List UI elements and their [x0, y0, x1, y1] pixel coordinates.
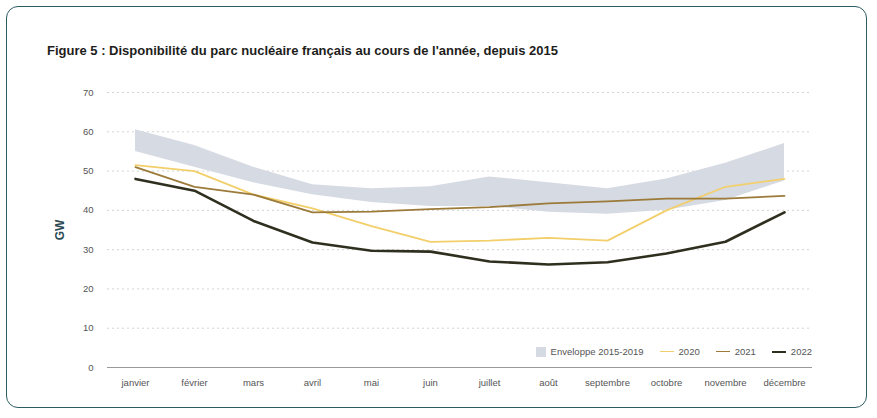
svg-text:janvier: janvier [121, 377, 150, 388]
svg-text:août: août [539, 377, 558, 388]
svg-text:avril: avril [304, 377, 321, 388]
svg-text:0: 0 [88, 362, 93, 373]
svg-text:70: 70 [83, 87, 94, 98]
html-text:2021: 2021 [734, 346, 756, 357]
svg-text:mai: mai [364, 377, 379, 388]
svg-text:20: 20 [83, 283, 94, 294]
svg-text:50: 50 [83, 165, 94, 176]
svg-text:10: 10 [83, 322, 94, 333]
svg-text:30: 30 [83, 244, 94, 255]
svg-text:40: 40 [83, 204, 94, 215]
html-text:2022: 2022 [790, 346, 812, 357]
svg-text:60: 60 [83, 126, 94, 137]
svg-text:février: février [181, 377, 207, 388]
svg-text:décembre: décembre [763, 377, 805, 388]
html-text:Enveloppe 2015-2019: Enveloppe 2015-2019 [550, 346, 644, 357]
html-text:2020: 2020 [678, 346, 700, 357]
svg-text:mars: mars [243, 377, 264, 388]
html-text:Figure 5 : Disponibilité du pa: Figure 5 : Disponibilité du parc nucléai… [47, 43, 558, 58]
svg-text:septembre: septembre [585, 377, 630, 388]
svg-text:juin: juin [422, 377, 438, 388]
svg-text:GW: GW [53, 219, 67, 240]
svg-text:octobre: octobre [651, 377, 683, 388]
svg-text:novembre: novembre [704, 377, 746, 388]
svg-text:juillet: juillet [478, 377, 501, 388]
